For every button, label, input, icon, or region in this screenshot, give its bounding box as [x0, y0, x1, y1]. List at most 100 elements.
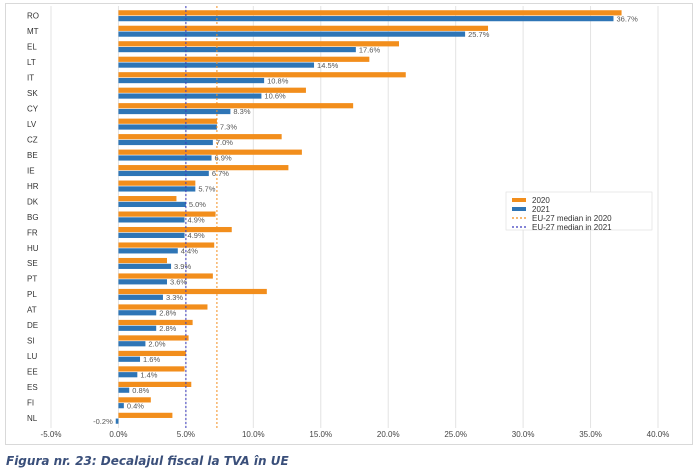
bar-2020-BG: [118, 211, 216, 217]
value-label-FI: 0.4%: [127, 401, 144, 410]
category-label-FR: FR: [27, 228, 38, 237]
bar-2021-HU: [118, 248, 178, 254]
bar-2020-IE: [118, 165, 289, 171]
x-tick-label-9: 40.0%: [647, 430, 670, 439]
value-label-LU: 1.6%: [143, 355, 160, 364]
x-tick-label-0: -5.0%: [41, 430, 62, 439]
bar-2021-HR: [118, 186, 196, 192]
value-label-EE: 1.4%: [140, 370, 157, 379]
category-label-BG: BG: [27, 213, 39, 222]
category-label-DK: DK: [27, 197, 39, 206]
legend-label-2: EU-27 median in 2020: [532, 214, 612, 223]
category-label-SE: SE: [27, 259, 38, 268]
category-label-NL: NL: [27, 414, 38, 423]
bar-2021-DE: [118, 325, 157, 331]
bar-2021-RO: [118, 16, 614, 22]
category-label-PL: PL: [27, 290, 37, 299]
bar-2020-HR: [118, 180, 196, 186]
category-label-LT: LT: [27, 58, 36, 67]
category-label-ES: ES: [27, 383, 38, 392]
value-label-IT: 10.8%: [267, 76, 289, 85]
value-label-SI: 2.0%: [148, 339, 165, 348]
category-label-IE: IE: [27, 166, 35, 175]
value-label-BG: 4.9%: [188, 216, 205, 225]
category-label-BE: BE: [27, 151, 38, 160]
bar-2021-SI: [118, 341, 146, 347]
legend-label-3: EU-27 median in 2021: [532, 223, 612, 232]
category-label-HR: HR: [27, 182, 39, 191]
value-label-EL: 17.6%: [359, 45, 381, 54]
bar-2021-FR: [118, 232, 185, 238]
x-tick-label-4: 15.0%: [309, 430, 332, 439]
value-label-HR: 5.7%: [198, 185, 215, 194]
value-label-NL: -0.2%: [93, 417, 113, 426]
category-label-SK: SK: [27, 89, 38, 98]
value-label-AT: 2.8%: [159, 308, 176, 317]
value-label-SE: 3.9%: [174, 262, 191, 271]
value-label-LV: 7.3%: [220, 123, 237, 132]
bar-2020-FR: [118, 226, 232, 233]
category-label-LU: LU: [27, 352, 37, 361]
bar-2021-BE: [118, 155, 212, 161]
x-tick-label-7: 30.0%: [512, 430, 535, 439]
bar-2020-PT: [118, 273, 213, 279]
bar-2021-LV: [118, 124, 217, 130]
bar-2021-FI: [118, 403, 124, 409]
legend-swatch-0: [512, 198, 526, 202]
bar-2021-CY: [118, 108, 231, 115]
bar-2021-NL: [115, 418, 119, 424]
bar-2020-LT: [118, 56, 370, 62]
legend-label-1: 2021: [532, 205, 550, 214]
bar-2020-IT: [118, 72, 406, 78]
bar-2021-LT: [118, 62, 315, 68]
bar-2020-DK: [118, 196, 177, 202]
bar-2020-EL: [118, 41, 400, 47]
bar-2021-MT: [118, 31, 466, 37]
bar-2020-MT: [118, 25, 489, 31]
value-label-FR: 4.9%: [188, 231, 205, 240]
bar-2020-EE: [118, 366, 185, 372]
bar-2020-HU: [118, 242, 215, 248]
value-label-CY: 8.3%: [233, 107, 250, 116]
bar-2021-AT: [118, 310, 157, 316]
value-label-PT: 3.6%: [170, 278, 187, 287]
bar-2020-FI: [118, 397, 151, 403]
category-label-EL: EL: [27, 43, 37, 52]
value-label-LT: 14.5%: [317, 61, 339, 70]
bar-2020-BE: [118, 149, 302, 155]
bar-2020-LV: [118, 118, 217, 124]
x-tick-label-3: 10.0%: [242, 430, 265, 439]
category-label-AT: AT: [27, 306, 37, 315]
bar-2021-SE: [118, 263, 172, 269]
bar-2021-BG: [118, 217, 185, 223]
category-label-RO: RO: [27, 12, 39, 21]
legend-box: [505, 191, 653, 231]
category-label-CZ: CZ: [27, 135, 38, 144]
value-label-MT: 25.7%: [468, 30, 490, 39]
category-label-PT: PT: [27, 275, 37, 284]
bar-2020-RO: [118, 10, 622, 16]
category-label-SI: SI: [27, 337, 35, 346]
bar-2020-DE: [118, 319, 193, 326]
bar-2021-SK: [118, 93, 262, 99]
bar-2021-EL: [118, 47, 356, 53]
figure-caption: Figura nr. 23: Decalajul fiscal la TVA î…: [6, 454, 289, 468]
bar-2020-CZ: [118, 134, 282, 140]
x-tick-label-1: 0.0%: [109, 430, 127, 439]
value-label-CZ: 7.0%: [216, 138, 233, 147]
category-label-EE: EE: [27, 368, 38, 377]
x-tick-label-2: 5.0%: [177, 430, 195, 439]
value-label-ES: 0.8%: [132, 386, 149, 395]
bar-2021-DK: [118, 201, 186, 208]
value-label-DE: 2.8%: [159, 324, 176, 333]
bar-2020-CY: [118, 103, 354, 109]
bar-2020-SK: [118, 87, 306, 93]
legend-swatch-1: [512, 207, 526, 211]
category-label-IT: IT: [27, 73, 34, 82]
category-label-CY: CY: [27, 104, 39, 113]
bar-2020-AT: [118, 304, 208, 310]
value-label-IE: 6.7%: [212, 169, 229, 178]
category-label-MT: MT: [27, 27, 39, 36]
value-label-SK: 10.6%: [264, 92, 286, 101]
bar-2020-SE: [118, 257, 168, 264]
